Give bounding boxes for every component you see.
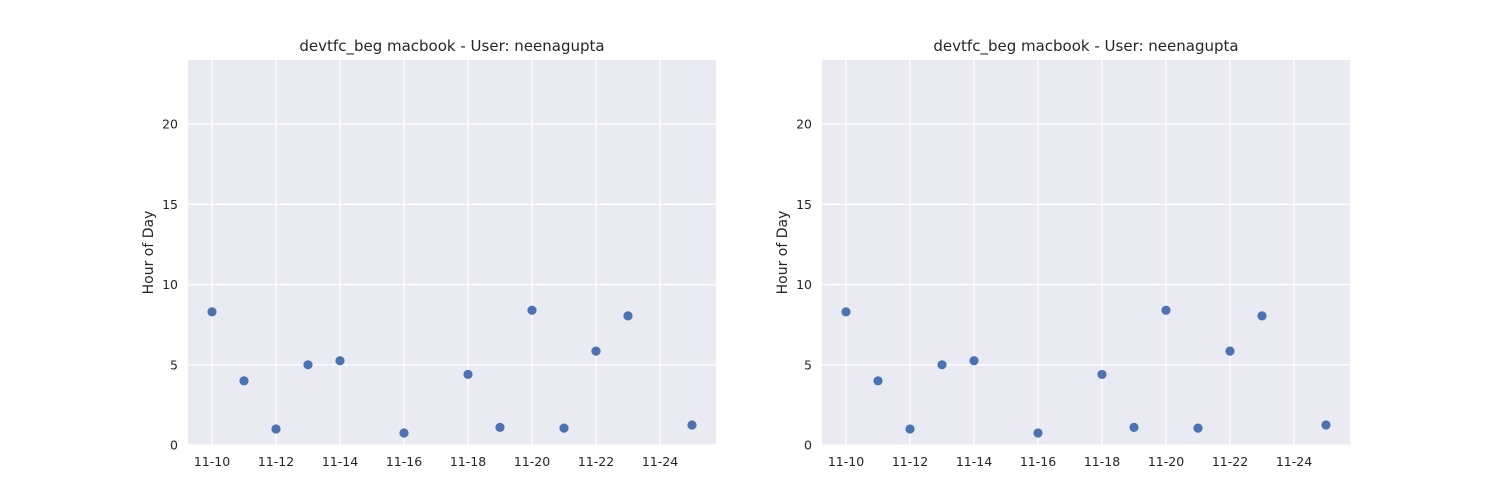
y-tick-label: 0 (170, 438, 178, 453)
data-point (303, 360, 313, 370)
x-tick-label: 11-18 (450, 454, 486, 469)
y-tick-label: 5 (804, 357, 812, 372)
data-point (1321, 420, 1331, 430)
chart-panel-2: 11-10 11-12 11-14 11-16 11-18 11-20 11-22 11-24… (775, 37, 1350, 469)
x-tick-label: 11-20 (1148, 454, 1184, 469)
x-tick-label: 11-20 (514, 454, 550, 469)
y-tick-label: 15 (162, 197, 178, 212)
x-tick-label: 11-24 (642, 454, 678, 469)
data-point (1161, 305, 1171, 315)
y-axis-label: Hour of Day (775, 211, 791, 295)
plot-area (188, 60, 716, 445)
data-point (399, 428, 409, 438)
y-axis-label: Hour of Day (141, 211, 157, 295)
chart-panel-1: 11-10 11-12 11-14 11-16 11-18 11-20 11-22 11-24… (141, 37, 716, 469)
data-point (1257, 311, 1267, 321)
x-tick-label: 11-14 (956, 454, 992, 469)
x-tick-label: 11-16 (386, 454, 422, 469)
data-point (591, 346, 601, 356)
y-tick-label: 10 (162, 277, 178, 292)
chart-title: devtfc_beg macbook - User: neenagupta (299, 37, 604, 56)
data-point (463, 369, 473, 380)
x-tick-label: 11-22 (578, 454, 614, 469)
y-tick-label: 20 (796, 117, 812, 132)
x-tick-label: 11-14 (322, 454, 358, 469)
y-tick-label: 10 (796, 277, 812, 292)
data-point (559, 423, 569, 433)
data-point (239, 376, 249, 386)
data-point (1225, 346, 1235, 356)
x-tick-label: 11-16 (1020, 454, 1056, 469)
y-tick-label: 20 (162, 117, 178, 132)
x-tick-label: 11-12 (892, 454, 928, 469)
y-tick-label: 15 (796, 197, 812, 212)
data-point (873, 376, 883, 386)
x-tick-label: 11-10 (194, 454, 230, 469)
x-tick-label: 11-24 (1276, 454, 1312, 469)
data-point (335, 356, 345, 366)
data-point (495, 422, 505, 432)
data-point (1097, 369, 1107, 380)
y-tick-label: 0 (804, 438, 812, 453)
x-tick-label: 11-18 (1084, 454, 1120, 469)
plot-area (822, 60, 1350, 445)
data-point (207, 307, 217, 317)
data-point (687, 420, 697, 430)
data-point (937, 360, 947, 370)
data-point (841, 307, 851, 317)
chart-title: devtfc_beg macbook - User: neenagupta (933, 37, 1238, 56)
data-point (623, 311, 633, 321)
data-point (527, 305, 537, 315)
data-point (1193, 423, 1203, 433)
y-tick-label: 5 (170, 357, 178, 372)
data-point (1129, 422, 1139, 432)
data-point (271, 424, 281, 434)
x-tick-label: 11-10 (828, 454, 864, 469)
data-point (1033, 428, 1043, 438)
data-point (905, 424, 915, 434)
x-tick-label: 11-22 (1212, 454, 1248, 469)
x-tick-label: 11-12 (258, 454, 294, 469)
data-point (969, 356, 979, 366)
